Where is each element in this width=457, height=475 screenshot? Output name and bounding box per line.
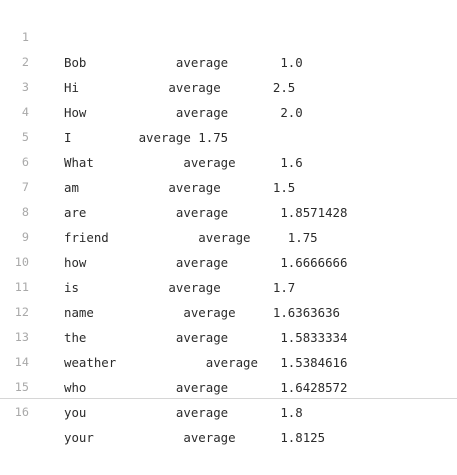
editor-line[interactable]: 4 I average 1.75: [0, 75, 457, 145]
line-number: 9: [21, 230, 29, 244]
editor-line[interactable]: 3 How average 2.0: [0, 50, 457, 120]
line-number: 5: [21, 130, 29, 144]
line-number: 1: [21, 30, 29, 44]
editor-line[interactable]: 8 friend average 1.75: [0, 175, 457, 245]
editor-line[interactable]: 5 What average 1.6: [0, 100, 457, 170]
line-text[interactable]: am average 1.5: [64, 180, 296, 195]
line-text[interactable]: weather average 1.5384616: [64, 355, 348, 370]
line-number: 16: [14, 405, 29, 419]
editor-line[interactable]: 10 is average 1.7: [0, 225, 457, 295]
editor-line[interactable]: 11 name average 1.6363636: [0, 250, 457, 320]
line-text[interactable]: your average 1.8125: [64, 430, 326, 445]
line-number: 4: [21, 105, 29, 119]
line-number: 8: [21, 205, 29, 219]
line-text[interactable]: friend average 1.75: [64, 230, 318, 245]
bottom-border: [0, 398, 457, 399]
line-number: 11: [14, 280, 29, 294]
editor-line[interactable]: 6 am average 1.5: [0, 125, 457, 195]
editor-line[interactable]: 2 Hi average 2.5: [0, 25, 457, 95]
line-number: 2: [21, 55, 29, 69]
editor-line[interactable]: 12 the average 1.5833334: [0, 275, 457, 345]
line-text[interactable]: I average 1.75: [64, 130, 229, 145]
editor-line[interactable]: 7 are average 1.8571428: [0, 150, 457, 220]
line-text[interactable]: who average 1.6428572: [64, 380, 348, 395]
editor-line[interactable]: 9 how average 1.6666666: [0, 200, 457, 270]
line-text[interactable]: What average 1.6: [64, 155, 303, 170]
line-text[interactable]: is average 1.7: [64, 280, 296, 295]
line-text[interactable]: how average 1.6666666: [64, 255, 348, 270]
line-text[interactable]: name average 1.6363636: [64, 305, 341, 320]
line-number: 7: [21, 180, 29, 194]
line-text[interactable]: are average 1.8571428: [64, 205, 348, 220]
line-number: 10: [14, 255, 29, 269]
editor-line[interactable]: 15 you average 1.8: [0, 350, 457, 420]
line-number: 15: [14, 380, 29, 394]
code-editor[interactable]: 1 Bob average 1.0 2 Hi average 2.5 3 How…: [0, 0, 457, 445]
line-text[interactable]: Bob average 1.0: [64, 55, 303, 70]
line-number: 6: [21, 155, 29, 169]
editor-line[interactable]: 14 who average 1.6428572: [0, 325, 457, 395]
line-number: 14: [14, 355, 29, 369]
editor-line[interactable]: 1 Bob average 1.0: [0, 0, 457, 70]
editor-line[interactable]: 13 weather average 1.5384616: [0, 300, 457, 370]
line-number: 12: [14, 305, 29, 319]
line-number: 3: [21, 80, 29, 94]
line-text[interactable]: the average 1.5833334: [64, 330, 348, 345]
line-text[interactable]: Hi average 2.5: [64, 80, 296, 95]
editor-line[interactable]: 16 your average 1.8125: [0, 375, 457, 445]
line-text[interactable]: you average 1.8: [64, 405, 303, 420]
line-text[interactable]: How average 2.0: [64, 105, 303, 120]
line-number: 13: [14, 330, 29, 344]
